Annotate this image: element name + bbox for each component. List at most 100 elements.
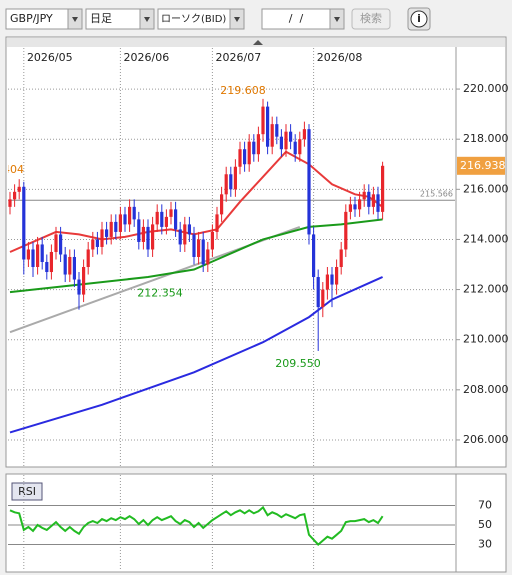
candle-body (201, 239, 205, 265)
candle-body (206, 249, 210, 265)
candle-body (169, 209, 173, 217)
candle-body (137, 219, 141, 242)
candle-body (13, 191, 17, 200)
annotation: 216.404 (0, 163, 24, 176)
y-tick-label: 216.000 (463, 182, 509, 195)
candle-body (224, 174, 228, 195)
candle-body (238, 149, 242, 167)
style-text: ローソク(BID) (161, 13, 226, 25)
candle-body (289, 131, 293, 142)
info-text: i (417, 12, 421, 25)
y-tick-label: 212.000 (463, 283, 509, 296)
candle-body (316, 277, 320, 308)
candle-body (197, 239, 201, 257)
indicator-line (9, 218, 383, 294)
candle-body (151, 224, 155, 250)
y-tick-label: 220.000 (463, 82, 509, 95)
candle-body (40, 244, 44, 262)
info-circle (410, 10, 428, 28)
rsi-title: RSI (18, 485, 36, 498)
candle-body (26, 249, 30, 260)
x-tick-label: 2026/08 (317, 51, 363, 64)
candle-body (362, 191, 366, 200)
candle-body (109, 221, 113, 237)
candle-body (91, 239, 95, 250)
candle-body (243, 149, 247, 165)
candle-body (187, 224, 191, 235)
candle-body (298, 139, 302, 155)
candle-body (330, 274, 334, 285)
axes: 220.000 218.000 216.000 214.000 212.000 210.0… (27, 51, 509, 551)
rsi-label-box (11, 482, 43, 501)
candle-body (45, 261, 49, 273)
x-tick-label: 2026/05 (27, 51, 73, 64)
candle-body (358, 199, 362, 210)
candle-body (339, 249, 343, 268)
y-tick-label: 218.000 (463, 132, 509, 145)
dropdown-arrow (334, 17, 340, 22)
timeframe-text: 日足 (90, 12, 112, 25)
candle-body (141, 226, 145, 242)
candle-body (325, 274, 329, 290)
candle-body (348, 204, 352, 212)
last-price-label: 216.938 (460, 159, 506, 172)
candle-body (100, 229, 104, 247)
scroll-arrow (253, 40, 263, 45)
dropdown-arrow (144, 17, 150, 22)
candle-body (178, 229, 182, 245)
candle-body (164, 216, 168, 227)
x-tick-label: 2026/06 (124, 51, 170, 64)
candle-body (86, 249, 90, 268)
candle-body (114, 221, 118, 232)
x-tick-label: 2026/07 (216, 51, 262, 64)
candle-body (31, 249, 35, 268)
annotation: 209.550 (275, 357, 321, 370)
search-button[interactable] (351, 8, 391, 30)
candle-body (146, 226, 150, 250)
candle-body (371, 194, 375, 207)
y-tick-label: 30 (478, 538, 492, 551)
candle-body (123, 214, 127, 225)
candle-body (261, 106, 265, 135)
y-tick-label: 210.000 (463, 333, 509, 346)
rsi-plot (8, 475, 455, 571)
dropdown-arrow (234, 17, 240, 22)
candle-body (174, 209, 178, 230)
candle-body (192, 234, 196, 257)
candle-body (353, 204, 357, 210)
candle-body (335, 267, 339, 285)
candle-body (247, 141, 251, 165)
candle-body (275, 124, 279, 137)
candle-body (160, 211, 164, 227)
candle-body (220, 194, 224, 215)
toolbar: GBP/JPY 日足 ローソク(BID) / / 検索 i (5, 7, 431, 31)
candle-body (54, 234, 58, 252)
candle-body (118, 214, 122, 232)
candle-body (229, 174, 233, 190)
candle-body (252, 141, 256, 155)
rsi-line (9, 505, 384, 546)
candle-body (72, 256, 76, 280)
y-tick-label: 50 (478, 518, 492, 531)
candle-body (270, 124, 274, 147)
candle-body (376, 194, 380, 212)
plot-area: 215.566 219.608 209.550 212.354 216.404 (0, 48, 455, 466)
candle-body (59, 234, 63, 255)
candle-body (63, 254, 67, 275)
candle-body (49, 251, 53, 273)
indicator-line (9, 150, 384, 253)
candle-body (95, 239, 99, 247)
candle-body (293, 141, 297, 155)
candle-body (284, 131, 288, 150)
candle-body (210, 231, 214, 250)
rsi-panel (5, 473, 507, 573)
annotation: 212.354 (137, 287, 183, 300)
candle-body (22, 186, 26, 260)
candle-body (17, 186, 21, 192)
last-price-box (457, 156, 505, 175)
candle-body (183, 224, 187, 245)
candle-body (279, 136, 283, 150)
y-tick-label: 214.000 (463, 232, 509, 245)
candle-body (312, 234, 316, 278)
dropdown-arrow (72, 17, 78, 22)
